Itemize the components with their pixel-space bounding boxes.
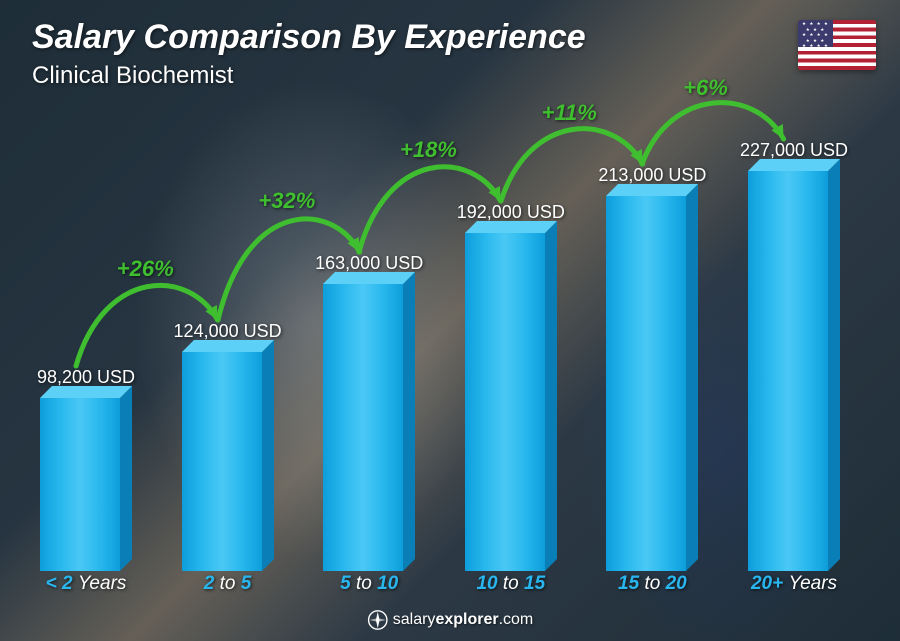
increase-label: +18% — [400, 137, 457, 163]
bar-front — [323, 284, 403, 571]
bar-value-label: 124,000 USD — [174, 321, 282, 342]
bar — [323, 284, 415, 571]
bar — [40, 398, 132, 571]
bar-front — [606, 196, 686, 571]
bar-front — [465, 233, 545, 571]
bar-side — [686, 184, 698, 571]
bar — [182, 352, 274, 571]
bar-group: 192,000 USD — [455, 202, 567, 571]
bar-group: 227,000 USD — [738, 140, 850, 571]
bar-group: 163,000 USD — [313, 253, 425, 571]
bar-front — [748, 171, 828, 571]
chart-subtitle: Clinical Biochemist — [32, 62, 233, 90]
bar-side — [403, 272, 415, 571]
infographic-container: Salary Comparison By Experience Clinical… — [0, 0, 900, 641]
bar-group: 98,200 USD — [30, 367, 142, 571]
brand-logo: salaryexplorer.com — [367, 609, 534, 631]
brand-bold: explorer — [435, 611, 498, 628]
x-axis-label: 5 to 10 — [313, 573, 425, 595]
bar — [465, 233, 557, 571]
increase-label: +32% — [258, 188, 315, 214]
x-axis-label: 10 to 15 — [455, 573, 567, 595]
bar-top — [748, 159, 840, 171]
bar-side — [545, 221, 557, 571]
bar-top — [182, 340, 274, 352]
bar-front — [40, 398, 120, 571]
bar-top — [465, 221, 557, 233]
bar-top — [40, 386, 132, 398]
increase-label: +11% — [542, 100, 597, 126]
bar — [748, 171, 840, 571]
bar-value-label: 213,000 USD — [598, 165, 706, 186]
x-axis-label: 20+ Years — [738, 573, 850, 595]
bar-value-label: 163,000 USD — [315, 253, 423, 274]
bar-value-label: 227,000 USD — [740, 140, 848, 161]
flag-canton — [798, 20, 833, 47]
country-flag-us — [798, 20, 876, 70]
bar — [606, 196, 698, 571]
bar-side — [120, 386, 132, 571]
brand-text: salaryexplorer.com — [393, 611, 534, 629]
bar-top — [323, 272, 415, 284]
bar-value-label: 98,200 USD — [37, 367, 135, 388]
bar-front — [182, 352, 262, 571]
x-axis-label: < 2 Years — [30, 573, 142, 595]
bar-top — [606, 184, 698, 196]
increase-label: +26% — [117, 256, 174, 282]
bar-group: 213,000 USD — [596, 165, 708, 571]
bar-group: 124,000 USD — [172, 321, 284, 571]
bar-value-label: 192,000 USD — [457, 202, 565, 223]
x-axis: < 2 Years 2 to 5 5 to 10 10 to 15 15 to 20 20… — [30, 573, 850, 603]
brand-prefix: salary — [393, 611, 436, 628]
x-axis-label: 15 to 20 — [596, 573, 708, 595]
compass-icon — [367, 609, 389, 631]
chart-title: Salary Comparison By Experience — [32, 18, 586, 57]
bar-side — [828, 159, 840, 571]
bar-chart: 98,200 USD 124,000 USD 163,000 USD 192,000 … — [30, 101, 850, 571]
bar-side — [262, 340, 274, 571]
x-axis-label: 2 to 5 — [172, 573, 284, 595]
brand-suffix: .com — [499, 611, 534, 628]
